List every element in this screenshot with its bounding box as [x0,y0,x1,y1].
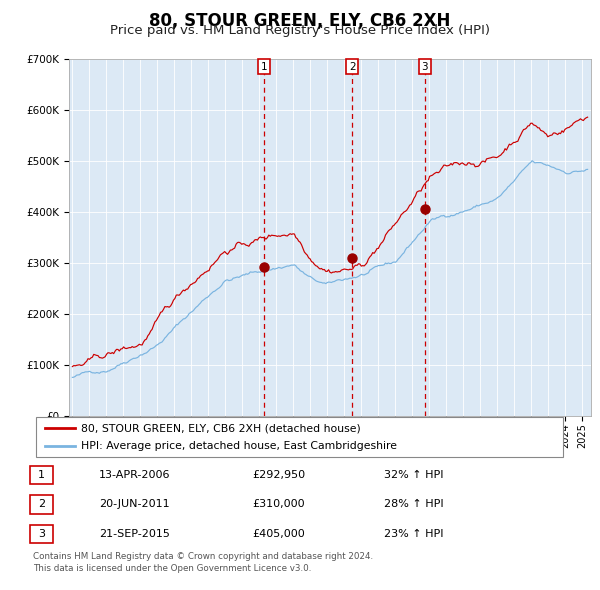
Text: 1: 1 [261,61,268,71]
Text: HPI: Average price, detached house, East Cambridgeshire: HPI: Average price, detached house, East… [81,441,397,451]
Text: 32% ↑ HPI: 32% ↑ HPI [384,470,443,480]
Text: £310,000: £310,000 [252,500,305,509]
Text: Price paid vs. HM Land Registry's House Price Index (HPI): Price paid vs. HM Land Registry's House … [110,24,490,37]
Text: 3: 3 [38,529,45,539]
Text: 3: 3 [421,61,428,71]
Text: £292,950: £292,950 [252,470,305,480]
Text: 1: 1 [38,470,45,480]
Text: 21-SEP-2015: 21-SEP-2015 [99,529,170,539]
Text: 28% ↑ HPI: 28% ↑ HPI [384,500,443,509]
Text: £405,000: £405,000 [252,529,305,539]
Text: Contains HM Land Registry data © Crown copyright and database right 2024.
This d: Contains HM Land Registry data © Crown c… [33,552,373,573]
Text: 2: 2 [38,500,45,509]
Text: 23% ↑ HPI: 23% ↑ HPI [384,529,443,539]
Text: 2: 2 [349,61,356,71]
Text: 20-JUN-2011: 20-JUN-2011 [99,500,170,509]
Text: 13-APR-2006: 13-APR-2006 [99,470,170,480]
Text: 80, STOUR GREEN, ELY, CB6 2XH (detached house): 80, STOUR GREEN, ELY, CB6 2XH (detached … [81,424,361,434]
Text: 80, STOUR GREEN, ELY, CB6 2XH: 80, STOUR GREEN, ELY, CB6 2XH [149,12,451,30]
